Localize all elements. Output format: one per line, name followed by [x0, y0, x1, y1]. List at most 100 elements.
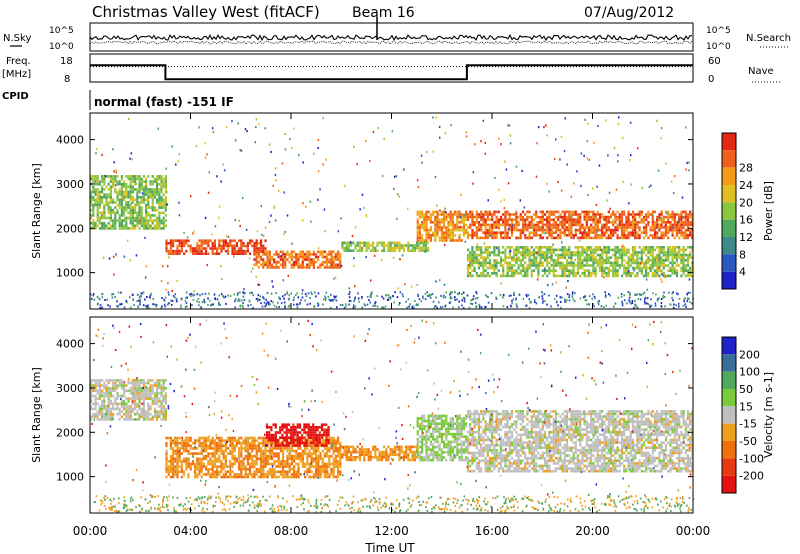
power-scatter-cell — [470, 302, 472, 305]
power-cell — [548, 269, 551, 272]
velocity-cell — [103, 407, 106, 411]
power-cell — [682, 264, 685, 267]
power-cell — [572, 264, 575, 267]
power-cell — [469, 210, 472, 214]
power-cell — [462, 215, 465, 219]
power-scatter-cell — [125, 299, 128, 302]
power-sparse-cell — [135, 182, 137, 185]
velocity-cell — [131, 397, 134, 400]
power-cell — [147, 224, 150, 228]
power-scatter-cell — [329, 306, 332, 309]
power-cell — [142, 201, 145, 204]
velocity-cell — [216, 465, 219, 468]
power-cell — [667, 256, 670, 259]
power-scatter-cell — [315, 295, 317, 298]
power-sparse-cell — [186, 236, 189, 239]
power-sparse-cell — [545, 124, 547, 127]
power-cell — [418, 215, 421, 219]
power-cell — [429, 221, 432, 224]
power-scatter-cell — [357, 297, 360, 300]
power-cell — [686, 274, 690, 278]
power-scatter-cell — [686, 297, 689, 300]
power-cell — [477, 274, 481, 278]
power-scatter-cell — [99, 306, 101, 309]
velocity-cell — [142, 415, 145, 419]
power-cell — [292, 266, 296, 269]
power-cell — [581, 253, 584, 257]
power-cell — [136, 190, 139, 194]
power-cell — [162, 185, 165, 189]
power-cell — [480, 251, 483, 254]
power-cell — [671, 213, 674, 216]
power-cell — [162, 206, 165, 209]
power-scatter-cell — [101, 296, 104, 299]
power-cell — [550, 269, 553, 272]
power-sparse-cell — [509, 249, 512, 252]
velocity-cell — [165, 452, 168, 455]
power-cell — [658, 218, 661, 221]
power-cell — [546, 210, 549, 214]
power-sparse-cell — [112, 255, 115, 258]
power-cell — [107, 195, 110, 199]
power-sparse-cell — [254, 141, 257, 144]
power-sparse-cell — [204, 142, 206, 145]
power-cell — [552, 213, 555, 216]
power-cell — [151, 206, 154, 209]
power-cell — [669, 261, 672, 265]
power-cell — [583, 210, 586, 214]
velocity-cell — [165, 436, 168, 440]
power-scatter-cell — [511, 302, 513, 305]
power-cell — [598, 264, 602, 267]
power-scatter-cell — [568, 299, 571, 302]
power-sparse-cell — [108, 257, 111, 260]
velocity-cell — [138, 415, 141, 419]
power-sparse-cell — [546, 182, 548, 185]
power-cell — [684, 228, 687, 232]
power-cell — [506, 210, 509, 214]
power-cell — [323, 266, 326, 269]
power-cell — [581, 236, 584, 240]
power-scatter-cell — [604, 291, 606, 294]
power-cell — [418, 213, 421, 216]
power-cell — [640, 272, 643, 275]
power-cell — [662, 221, 665, 224]
power-cell — [488, 226, 492, 229]
power-cell — [680, 228, 683, 232]
power-cell — [656, 215, 659, 219]
power-cell — [568, 253, 571, 257]
power-cell — [477, 246, 481, 249]
power-cell — [129, 214, 132, 217]
power-cell — [528, 223, 531, 227]
power-cell — [372, 241, 375, 245]
power-sparse-cell — [664, 275, 666, 278]
velocity-cell — [153, 399, 156, 403]
velocity-cell — [224, 470, 227, 474]
power-cell — [129, 193, 132, 196]
power-cell — [107, 188, 110, 191]
power-cell — [253, 249, 256, 253]
power-cell — [667, 226, 670, 229]
power-cell — [664, 259, 668, 262]
power-scatter-cell — [508, 294, 511, 297]
power-scatter-cell — [422, 297, 424, 300]
power-cell — [559, 213, 562, 216]
power-scatter-cell — [175, 297, 178, 300]
power-sparse-cell — [334, 276, 337, 279]
power-cell — [570, 228, 573, 232]
velocity-cell — [244, 439, 247, 442]
power-cell — [440, 234, 443, 237]
power-cell — [129, 211, 132, 215]
power-cell — [667, 274, 670, 278]
power-cell — [398, 249, 401, 252]
power-cell — [475, 221, 478, 224]
power-cell — [510, 272, 514, 275]
power-cell — [301, 266, 304, 269]
power-cell — [684, 223, 687, 227]
power-cell — [482, 266, 485, 270]
power-sparse-cell — [583, 154, 585, 157]
power-cell — [445, 213, 448, 216]
power-scatter-cell — [220, 293, 223, 296]
velocity-cell — [253, 441, 256, 445]
power-feature — [253, 250, 342, 269]
